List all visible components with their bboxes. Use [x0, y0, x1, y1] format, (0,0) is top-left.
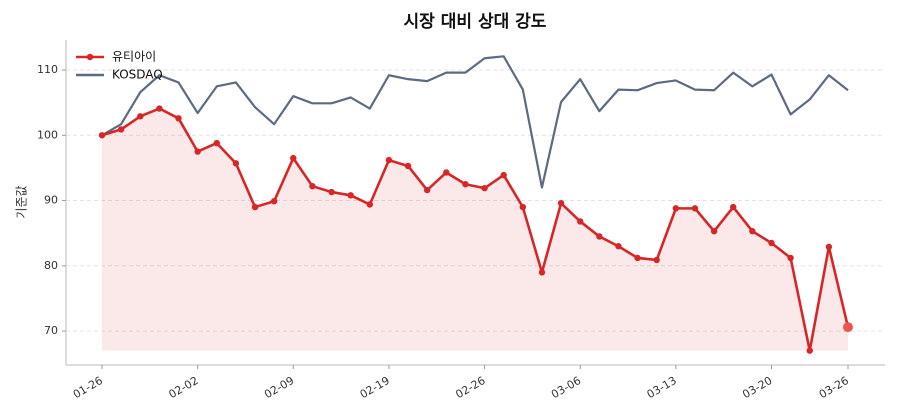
legend-marker [86, 53, 94, 61]
marker [98, 132, 106, 139]
marker [749, 228, 756, 235]
x-tick-label: 02-09 [262, 374, 296, 401]
legend-label: 유티아이 [112, 50, 156, 64]
marker [672, 205, 680, 212]
x-tick-label: 02-26 [453, 374, 487, 401]
marker [117, 126, 125, 133]
y-tick-label: 110 [37, 63, 58, 76]
marker [481, 184, 488, 192]
x-tick-label: 03-26 [817, 374, 851, 401]
marker [557, 199, 565, 207]
y-axis-label: 기준값 [15, 185, 29, 218]
x-tick-label: 03-13 [645, 374, 679, 401]
marker [768, 239, 775, 247]
marker [175, 115, 182, 122]
y-tick-label: 80 [44, 259, 58, 272]
marker [710, 228, 718, 235]
legend-label: KOSDAQ [112, 68, 163, 82]
marker [634, 254, 641, 262]
marker [404, 162, 412, 170]
marker [538, 269, 546, 276]
marker [691, 205, 699, 212]
x-tick-label: 02-19 [358, 374, 392, 401]
y-tick-label: 70 [44, 324, 58, 337]
chart-title: 시장 대비 상대 강도 [404, 12, 547, 32]
y-tick-label: 90 [44, 194, 58, 207]
marker [366, 201, 373, 208]
marker [596, 233, 603, 240]
marker [443, 169, 450, 176]
marker [328, 188, 335, 196]
line [101, 55, 849, 189]
marker [615, 243, 622, 250]
marker [309, 182, 316, 190]
y-tick-label: 100 [37, 128, 58, 141]
marker [270, 197, 278, 205]
marker [385, 156, 393, 164]
x-tick-label: 03-06 [549, 374, 583, 401]
marker [347, 192, 354, 199]
marker [194, 148, 201, 155]
marker [251, 203, 259, 211]
x-tick-label: 03-20 [740, 374, 774, 401]
marker [500, 171, 507, 179]
marker [462, 181, 469, 188]
marker [519, 203, 527, 211]
marker [577, 218, 584, 225]
marker [730, 203, 737, 211]
marker [213, 139, 220, 147]
marker [423, 186, 431, 194]
marker [156, 105, 163, 112]
line [101, 107, 850, 352]
marker [825, 243, 833, 251]
marker [843, 322, 853, 333]
marker [653, 256, 660, 264]
marker [787, 254, 794, 262]
marker [137, 113, 144, 120]
x-tick-label: 01-26 [71, 374, 105, 401]
x-tick-label: 02-02 [166, 374, 200, 401]
marker [290, 154, 297, 162]
marker [806, 347, 813, 354]
marker [232, 160, 240, 167]
